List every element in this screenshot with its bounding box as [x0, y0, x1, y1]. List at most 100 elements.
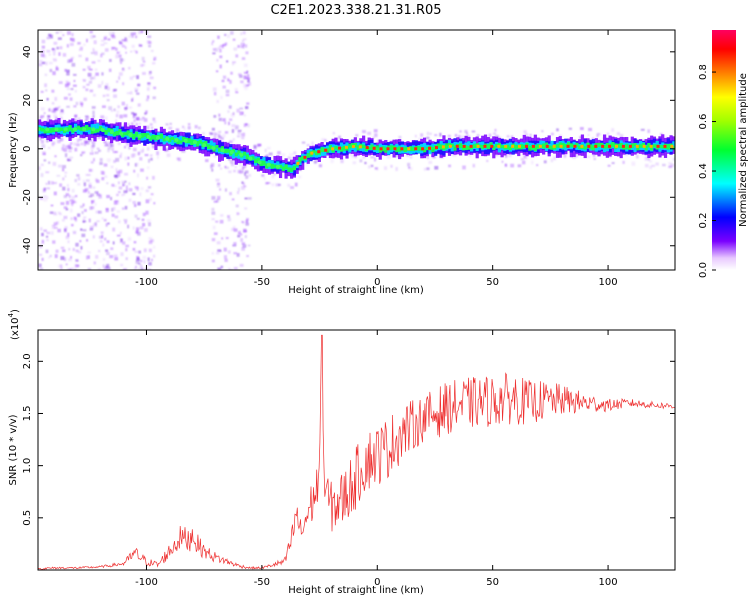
figure-title: C2E1.2023.338.21.31.R05 [270, 3, 441, 18]
spectrogram-noise-cell [306, 144, 310, 147]
spectrogram-noise-cell [61, 147, 64, 151]
spectrogram-frame [37, 29, 676, 271]
spectrogram-noise-cell [52, 181, 57, 185]
spectrogram-noise-cell [216, 58, 219, 62]
spectrogram-noise-cell [143, 248, 147, 253]
spectrogram-ridge-cell [312, 151, 316, 158]
spectrogram-noise-cell [551, 132, 554, 136]
spectrogram-noise-cell [247, 74, 250, 78]
spectrogram-noise-cell [105, 265, 108, 269]
spectrogram-noise-cell [105, 223, 108, 227]
spectrogram-ridge-cell [356, 145, 360, 151]
spectrogram-noise-cell [116, 193, 119, 197]
spectrogram-noise-cell [219, 219, 224, 224]
spectrogram-noise-cell [40, 139, 44, 144]
spectrogram-noise-cell [60, 256, 65, 260]
spectrogram-noise-cell [48, 256, 51, 259]
spectrogram-noise-cell [57, 211, 61, 215]
spectrogram-noise-cell [101, 177, 105, 181]
spectrogram-noise-cell [54, 254, 58, 259]
spectrogram-noise-cell [64, 174, 67, 178]
spectrogram-noise-cell [145, 110, 148, 114]
spectrogram-noise-cell [105, 142, 109, 146]
spectrogram-noise-cell [313, 160, 317, 164]
spectrogram-noise-cell [125, 185, 128, 189]
spectrogram-noise-cell [85, 173, 89, 176]
spectrogram-noise-cell [119, 42, 123, 46]
spectrogram-ytick-label: 0 [22, 146, 33, 152]
spectrogram-ridge-cell [569, 143, 573, 148]
spectrogram-noise-cell [111, 213, 115, 217]
spectrogram-noise-cell [88, 75, 93, 79]
spectrogram-noise-cell [74, 264, 79, 268]
spectrogram-noise-cell [103, 163, 108, 167]
spectrogram-noise-cell [82, 203, 85, 207]
spectrogram-noise-cell [41, 144, 46, 149]
spectrogram-ridge-cell [348, 143, 352, 149]
spectrogram-noise-cell [135, 260, 140, 264]
spectrogram-noise-cell [79, 240, 82, 243]
spectrogram-ridge-cell [218, 140, 222, 155]
spectrogram-noise-cell [119, 58, 123, 62]
spectrogram-noise-cell [42, 188, 46, 193]
spectrogram-core-cell [239, 152, 244, 157]
spectrogram-noise-cell [241, 57, 246, 60]
spectrogram-noise-cell [574, 154, 579, 158]
spectrogram-ridge-cell [115, 125, 119, 136]
spectrogram-noise-cell [140, 259, 143, 263]
spectrogram-noise-cell [51, 108, 56, 113]
spectrogram-noise-cell [57, 228, 61, 233]
spectrogram-noise-cell [40, 107, 45, 111]
spectrogram-core-cell [324, 148, 328, 152]
spectrogram-noise-cell [233, 242, 237, 246]
spectrogram-noise-cell [68, 194, 71, 198]
spectrogram-noise-cell [219, 64, 222, 69]
snr-multiplier-close: ) [10, 309, 21, 313]
spectrogram-noise-cell [82, 218, 86, 221]
spectrogram-noise-cell [77, 213, 81, 217]
spectrogram-noise-cell [52, 51, 56, 56]
spectrogram-noise-cell [224, 166, 229, 169]
spectrogram-noise-cell [210, 163, 215, 167]
spectrogram-noise-cell [99, 240, 103, 243]
spectrogram-noise-cell [42, 151, 46, 156]
spectrogram-noise-cell [38, 263, 42, 268]
spectrogram-noise-cell [370, 156, 375, 159]
spectrogram-noise-cell [92, 186, 96, 189]
spectrogram-noise-cell [237, 73, 242, 76]
spectrogram-noise-cell [62, 186, 66, 191]
spectrogram-core-cell [165, 136, 170, 141]
spectrogram-noise-cell [148, 240, 153, 245]
spectrogram-noise-cell [219, 167, 223, 170]
spectrogram-ridge-cell [478, 144, 482, 149]
spectrogram-noise-cell [110, 247, 114, 251]
spectrogram-noise-cell [235, 91, 239, 94]
spectrogram-noise-cell [153, 120, 157, 124]
spectrogram-noise-cell [106, 86, 110, 91]
spectrogram-noise-cell [63, 228, 67, 233]
spectrogram-ridge-cell [170, 137, 175, 141]
spectrogram-noise-cell [229, 159, 234, 164]
spectrogram-noise-cell [426, 156, 430, 160]
spectrogram-noise-cell [217, 195, 221, 200]
spectrogram-noise-cell [60, 266, 63, 270]
spectrogram-core-cell [82, 127, 87, 132]
spectrogram-noise-cell [596, 132, 600, 135]
spectrogram-noise-cell [266, 181, 271, 185]
spectrogram-noise-cell [227, 110, 230, 113]
spectrogram-noise-cell [90, 145, 95, 149]
spectrogram-noise-cell [45, 235, 49, 238]
spectrogram-ridge-cell [658, 144, 662, 149]
spectrogram-core-cell [587, 144, 591, 148]
spectrogram-core-cell [428, 146, 432, 150]
spectrogram-noise-cell [107, 222, 110, 225]
spectrogram-noise-cell [51, 48, 55, 51]
spectrogram-noise-cell [115, 157, 120, 162]
spectrogram-ridge-cell [112, 131, 116, 136]
spectrogram-noise-cell [213, 200, 218, 203]
spectrogram-noise-cell [100, 39, 105, 42]
spectrogram-ridge-cell [62, 129, 67, 133]
spectrogram-noise-cell [550, 158, 554, 163]
spectrogram-noise-cell [227, 217, 232, 222]
spectrogram-noise-cell [240, 46, 244, 49]
